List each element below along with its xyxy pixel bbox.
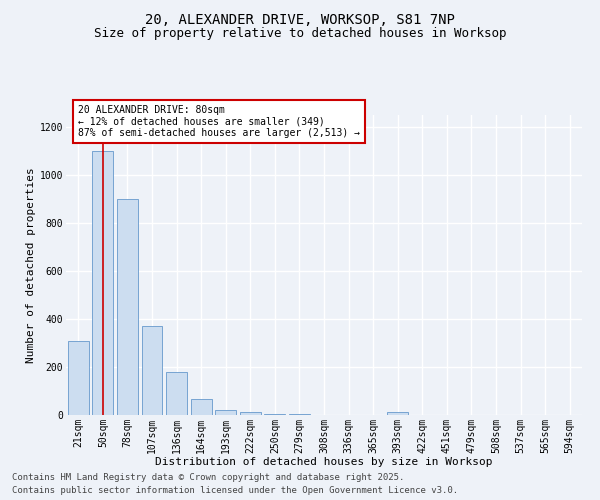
Bar	[215, 410, 236, 415]
Bar	[142, 326, 163, 415]
Bar	[166, 372, 187, 415]
Text: Contains public sector information licensed under the Open Government Licence v3: Contains public sector information licen…	[12, 486, 458, 495]
Text: Contains HM Land Registry data © Crown copyright and database right 2025.: Contains HM Land Registry data © Crown c…	[12, 474, 404, 482]
Text: 20, ALEXANDER DRIVE, WORKSOP, S81 7NP: 20, ALEXANDER DRIVE, WORKSOP, S81 7NP	[145, 12, 455, 26]
Bar	[68, 340, 89, 415]
Y-axis label: Number of detached properties: Number of detached properties	[26, 167, 35, 363]
Text: 20 ALEXANDER DRIVE: 80sqm
← 12% of detached houses are smaller (349)
87% of semi: 20 ALEXANDER DRIVE: 80sqm ← 12% of detac…	[78, 105, 360, 138]
Text: Size of property relative to detached houses in Worksop: Size of property relative to detached ho…	[94, 28, 506, 40]
Bar	[240, 412, 261, 415]
Bar	[265, 414, 286, 415]
X-axis label: Distribution of detached houses by size in Worksop: Distribution of detached houses by size …	[155, 457, 493, 467]
Bar	[117, 199, 138, 415]
Bar	[387, 412, 408, 415]
Bar	[289, 414, 310, 415]
Bar	[191, 400, 212, 415]
Bar	[92, 151, 113, 415]
